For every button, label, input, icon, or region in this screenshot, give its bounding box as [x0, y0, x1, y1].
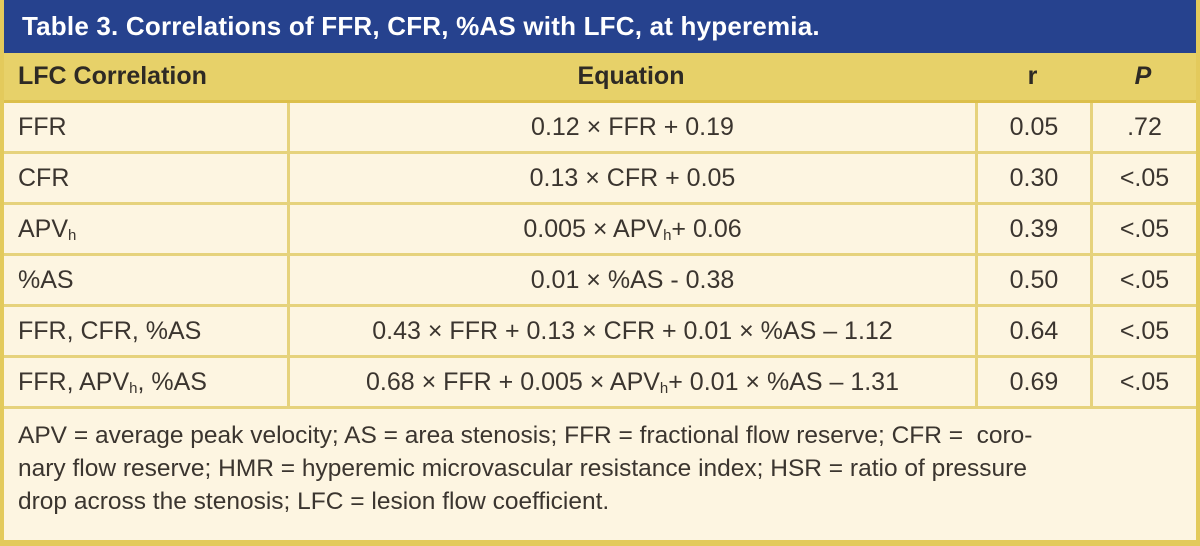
table-title: Table 3. Correlations of FFR, CFR, %AS w… — [22, 11, 820, 41]
table-row-ffr: FFR 0.12 × FFR + 0.19 0.05 .72 — [4, 103, 1196, 154]
r-value-cell: 0.69 — [975, 358, 1090, 406]
column-header-row: LFC Correlation Equation r P — [4, 53, 1196, 103]
table-row-pctas: %AS 0.01 × %AS - 0.38 0.50 <.05 — [4, 256, 1196, 307]
table-footnote: APV = average peak velocity; AS = area s… — [4, 409, 1196, 518]
r-value-cell: 0.05 — [975, 103, 1090, 151]
p-value-cell: <.05 — [1090, 307, 1196, 355]
equation-cell: 0.13 × CFR + 0.05 — [287, 154, 975, 202]
row-label-cell: FFR — [18, 112, 67, 141]
row-label-cell: FFR, CFR, %AS — [18, 316, 202, 345]
col-header-r: r — [1027, 62, 1038, 90]
footnote-line: APV = average peak velocity; AS = area s… — [18, 422, 1033, 449]
equation-cell: 0.68 × FFR + 0.005 × APV h + 0.01 × %AS –… — [287, 358, 975, 406]
footnote-line: drop across the stenosis; LFC = lesion f… — [18, 488, 610, 515]
col-header-equation: Equation — [577, 62, 685, 90]
r-value-cell: 0.50 — [975, 256, 1090, 304]
row-label-cell: APV h — [18, 214, 77, 244]
table-row-apvh: APV h 0.005 × APV h + 0.06 0.39 <.05 — [4, 205, 1196, 256]
table-row-ffr-cfr-pctas: FFR, CFR, %AS 0.43 × FFR + 0.13 × CFR + … — [4, 307, 1196, 358]
col-header-p: P — [1134, 62, 1152, 90]
equation-cell: 0.01 × %AS - 0.38 — [287, 256, 975, 304]
table-row-ffr-apvh-pctas: FFR, APV h, %AS 0.68 × FFR + 0.005 × APV h… — [4, 358, 1196, 409]
table-title-bar: Table 3. Correlations of FFR, CFR, %AS w… — [4, 0, 1196, 53]
footnote-line: nary flow reserve; HMR = hyperemic micro… — [18, 455, 1027, 482]
r-value-cell: 0.30 — [975, 154, 1090, 202]
col-header-lfc-correlation: LFC Correlation — [18, 62, 207, 90]
equation-cell: 0.005 × APV h + 0.06 — [287, 205, 975, 253]
table-row-cfr: CFR 0.13 × CFR + 0.05 0.30 <.05 — [4, 154, 1196, 205]
p-value-cell: <.05 — [1090, 358, 1196, 406]
p-value-cell: <.05 — [1090, 256, 1196, 304]
row-label-cell: CFR — [18, 163, 70, 192]
row-label-cell: FFR, APV h, %AS — [18, 367, 207, 397]
r-value-cell: 0.39 — [975, 205, 1090, 253]
row-label-cell: %AS — [18, 265, 74, 294]
equation-cell: 0.43 × FFR + 0.13 × CFR + 0.01 × %AS – 1… — [287, 307, 975, 355]
p-value-cell: .72 — [1090, 103, 1196, 151]
equation-cell: 0.12 × FFR + 0.19 — [287, 103, 975, 151]
p-value-cell: <.05 — [1090, 205, 1196, 253]
p-value-cell: <.05 — [1090, 154, 1196, 202]
r-value-cell: 0.64 — [975, 307, 1090, 355]
